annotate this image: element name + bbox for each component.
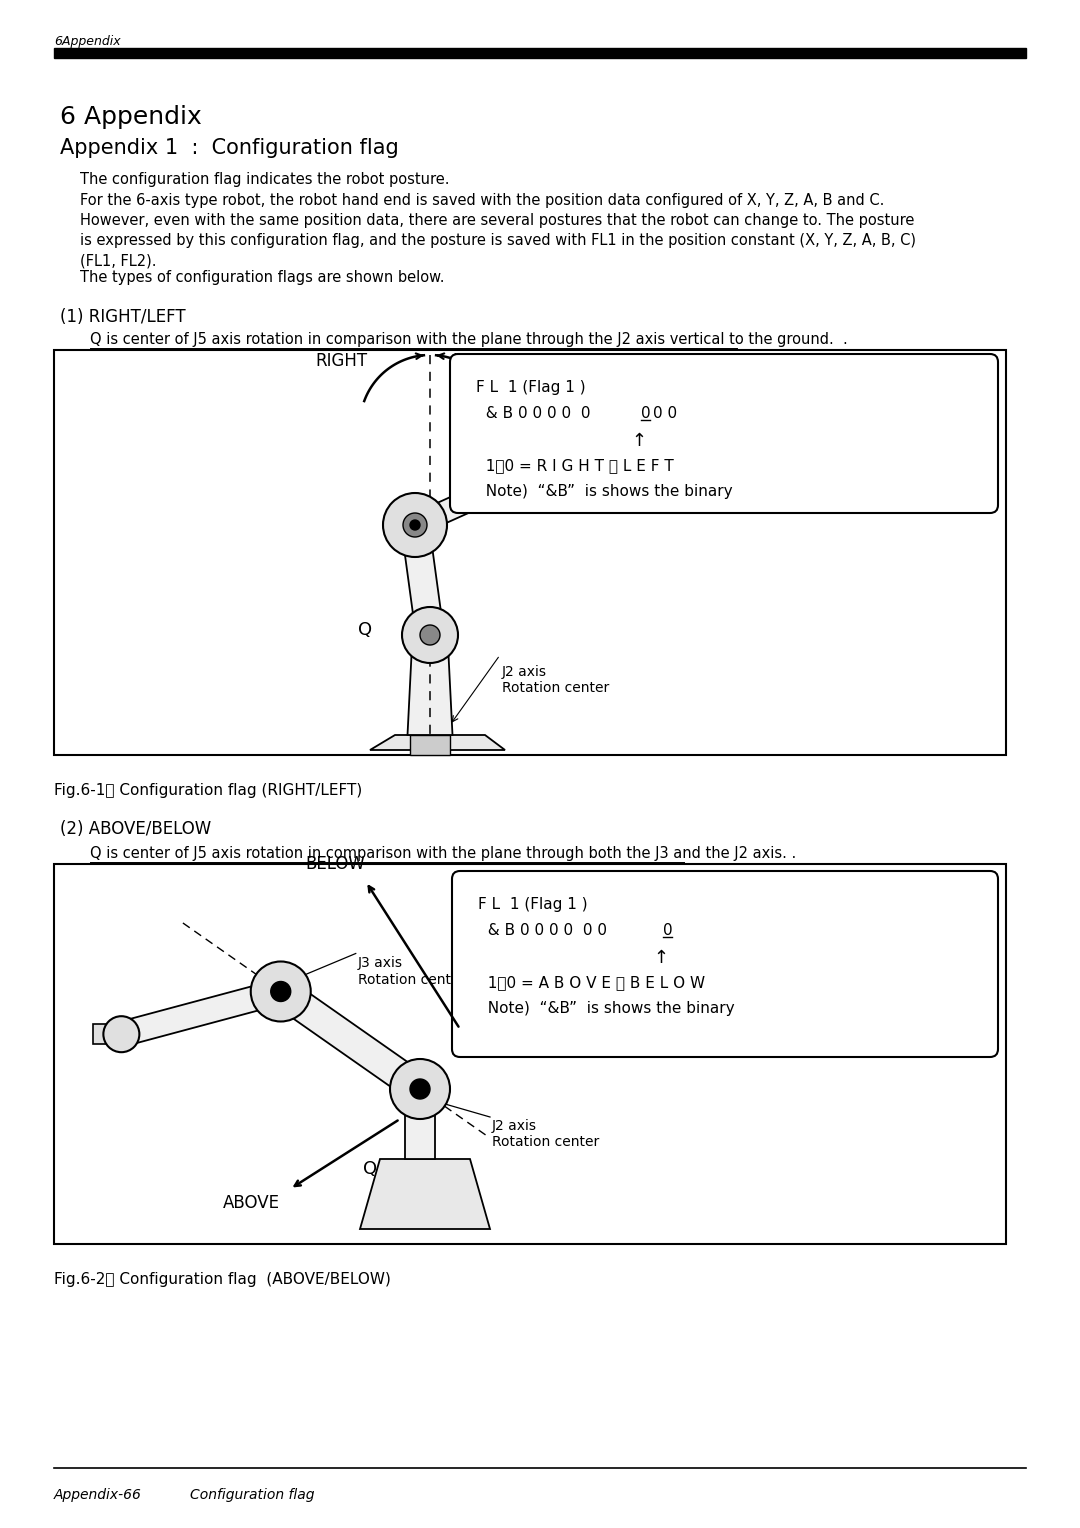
Text: Q is center of J5 axis rotation in comparison with the plane through both the J3: Q is center of J5 axis rotation in compa… [90, 847, 796, 860]
Circle shape [420, 625, 440, 645]
Text: is expressed by this configuration flag, and the posture is saved with FL1 in th: is expressed by this configuration flag,… [80, 232, 916, 248]
Text: & B 0 0 0 0  0 0: & B 0 0 0 0 0 0 [478, 923, 607, 938]
Circle shape [383, 494, 447, 558]
Polygon shape [370, 735, 505, 750]
Text: J3 axis
Rotation center: J3 axis Rotation center [357, 957, 465, 987]
Text: (1) RIGHT/LEFT: (1) RIGHT/LEFT [60, 309, 186, 325]
Text: ↑: ↑ [631, 432, 646, 451]
Text: Note)  “&B”  is shows the binary: Note) “&B” is shows the binary [476, 484, 732, 500]
Circle shape [271, 981, 291, 1001]
Polygon shape [360, 1160, 490, 1229]
Text: ABOVE: ABOVE [222, 1193, 280, 1212]
Text: For the 6-axis type robot, the robot hand end is saved with the position data co: For the 6-axis type robot, the robot han… [80, 193, 885, 208]
Polygon shape [118, 979, 284, 1047]
Text: (FL1, FL2).: (FL1, FL2). [80, 254, 157, 267]
Bar [54, 350, 1005, 755]
Text: Q is center of J5 axis rotation in comparison with the plane through the J2 axis: Q is center of J5 axis rotation in compa… [90, 332, 848, 347]
Text: LEFT: LEFT [453, 351, 491, 370]
Bar [93, 1024, 121, 1044]
Bar [54, 47, 1026, 58]
Text: 1／0 = A B O V E ／ B E L O W: 1／0 = A B O V E ／ B E L O W [478, 975, 705, 990]
Polygon shape [407, 636, 453, 735]
FancyBboxPatch shape [450, 354, 998, 513]
Text: 0: 0 [663, 923, 673, 938]
Text: 6Appendix: 6Appendix [54, 35, 121, 47]
Text: Configuration flag: Configuration flag [190, 1488, 314, 1502]
Polygon shape [272, 979, 429, 1102]
Text: The configuration flag indicates the robot posture.: The configuration flag indicates the rob… [80, 173, 449, 186]
Text: Appendix-66: Appendix-66 [54, 1488, 141, 1502]
Circle shape [410, 1079, 430, 1099]
Text: BELOW: BELOW [306, 856, 366, 874]
Circle shape [390, 1059, 450, 1118]
Text: F L  1 (Flag 1 ): F L 1 (Flag 1 ) [478, 897, 588, 912]
Text: 6 Appendix: 6 Appendix [60, 105, 202, 128]
Circle shape [104, 1016, 139, 1053]
Circle shape [410, 520, 420, 530]
Text: Note)  “&B”  is shows the binary: Note) “&B” is shows the binary [478, 1001, 734, 1016]
Text: & B 0 0 0 0  0: & B 0 0 0 0 0 [476, 406, 591, 422]
Text: Appendix 1  :  Configuration flag: Appendix 1 : Configuration flag [60, 138, 399, 157]
Bar [405, 1089, 435, 1160]
Bar [410, 735, 450, 755]
Text: Q: Q [363, 1160, 377, 1178]
Text: 1／0 = R I G H T ／ L E F T: 1／0 = R I G H T ／ L E F T [476, 458, 674, 474]
Text: J2 axis
Rotation center: J2 axis Rotation center [502, 665, 609, 695]
Text: 0 0: 0 0 [653, 406, 677, 422]
Text: RIGHT: RIGHT [315, 351, 367, 370]
Text: ↑: ↑ [653, 949, 669, 967]
Text: F L  1 (Flag 1 ): F L 1 (Flag 1 ) [476, 380, 585, 396]
Circle shape [495, 460, 535, 500]
Text: Fig.6-1： Configuration flag (RIGHT/LEFT): Fig.6-1： Configuration flag (RIGHT/LEFT) [54, 782, 362, 798]
Bar [54, 863, 1005, 1244]
Circle shape [251, 961, 311, 1022]
Text: However, even with the same position data, there are several postures that the r: However, even with the same position dat… [80, 212, 915, 228]
Text: Q: Q [357, 620, 373, 639]
Polygon shape [410, 471, 519, 535]
Text: (2) ABOVE/BELOW: (2) ABOVE/BELOW [60, 821, 212, 837]
FancyBboxPatch shape [453, 871, 998, 1057]
Text: The types of configuration flags are shown below.: The types of configuration flags are sho… [80, 270, 445, 286]
Circle shape [403, 513, 427, 536]
Text: 0: 0 [642, 406, 650, 422]
Text: Fig.6-2： Configuration flag  (ABOVE/BELOW): Fig.6-2： Configuration flag (ABOVE/BELOW… [54, 1271, 391, 1287]
Circle shape [402, 607, 458, 663]
Text: J2 axis
Rotation center: J2 axis Rotation center [492, 1118, 599, 1149]
Polygon shape [401, 523, 444, 637]
